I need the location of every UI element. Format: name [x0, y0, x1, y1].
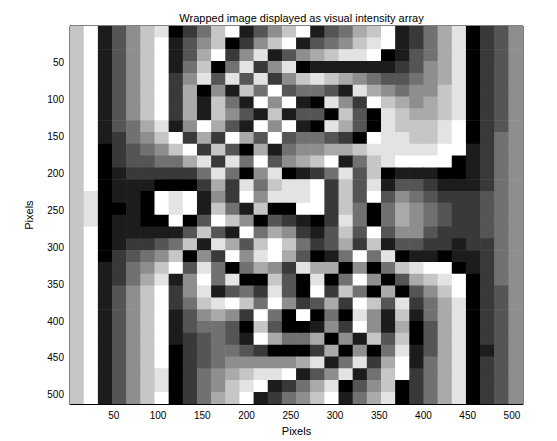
- svg-text:50: 50: [108, 410, 120, 421]
- svg-text:450: 450: [47, 352, 64, 363]
- svg-text:400: 400: [415, 410, 432, 421]
- svg-text:500: 500: [504, 410, 521, 421]
- svg-text:Pixels: Pixels: [282, 425, 312, 437]
- svg-text:300: 300: [47, 242, 64, 253]
- svg-text:Wrapped image displayed as vis: Wrapped image displayed as visual intens…: [179, 12, 424, 24]
- svg-text:250: 250: [47, 205, 64, 216]
- svg-text:400: 400: [47, 316, 64, 327]
- svg-text:Pixels: Pixels: [23, 200, 35, 230]
- svg-text:100: 100: [150, 410, 167, 421]
- svg-text:500: 500: [47, 389, 64, 400]
- svg-text:300: 300: [327, 410, 344, 421]
- svg-text:50: 50: [53, 57, 65, 68]
- svg-text:350: 350: [47, 279, 64, 290]
- svg-text:450: 450: [459, 410, 476, 421]
- svg-text:350: 350: [371, 410, 388, 421]
- svg-text:150: 150: [47, 131, 64, 142]
- svg-text:200: 200: [47, 168, 64, 179]
- svg-text:200: 200: [238, 410, 255, 421]
- svg-text:150: 150: [194, 410, 211, 421]
- svg-text:250: 250: [282, 410, 299, 421]
- svg-text:100: 100: [47, 94, 64, 105]
